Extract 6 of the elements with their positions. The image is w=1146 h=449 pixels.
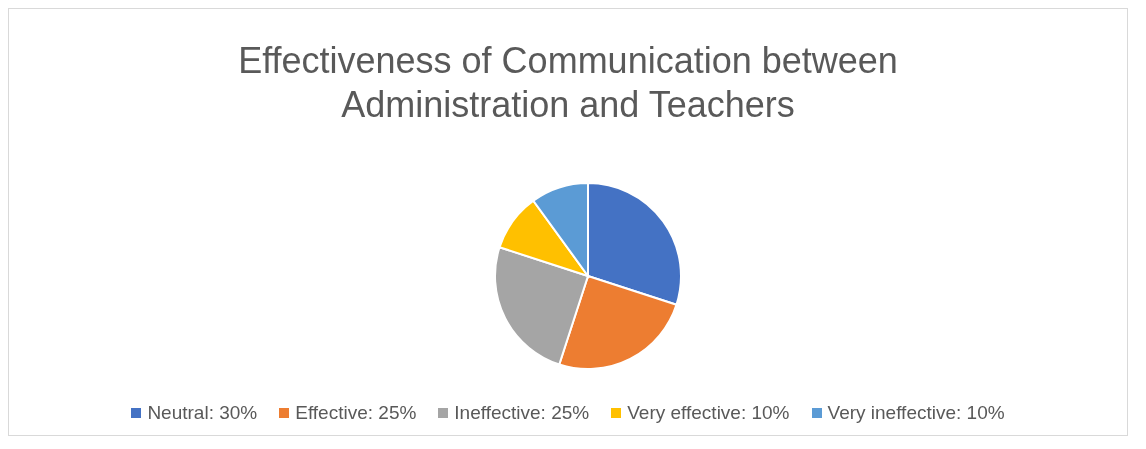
legend-label: Neutral: 30% [147, 402, 258, 424]
chart-title: Effectiveness of Communication between Administration and Teachers [237, 39, 899, 127]
legend-label: Effective: 25% [295, 402, 417, 424]
legend-label: Very ineffective: 10% [827, 402, 1005, 424]
legend-label: Very effective: 10% [627, 402, 790, 424]
legend-label: Ineffective: 25% [454, 402, 590, 424]
